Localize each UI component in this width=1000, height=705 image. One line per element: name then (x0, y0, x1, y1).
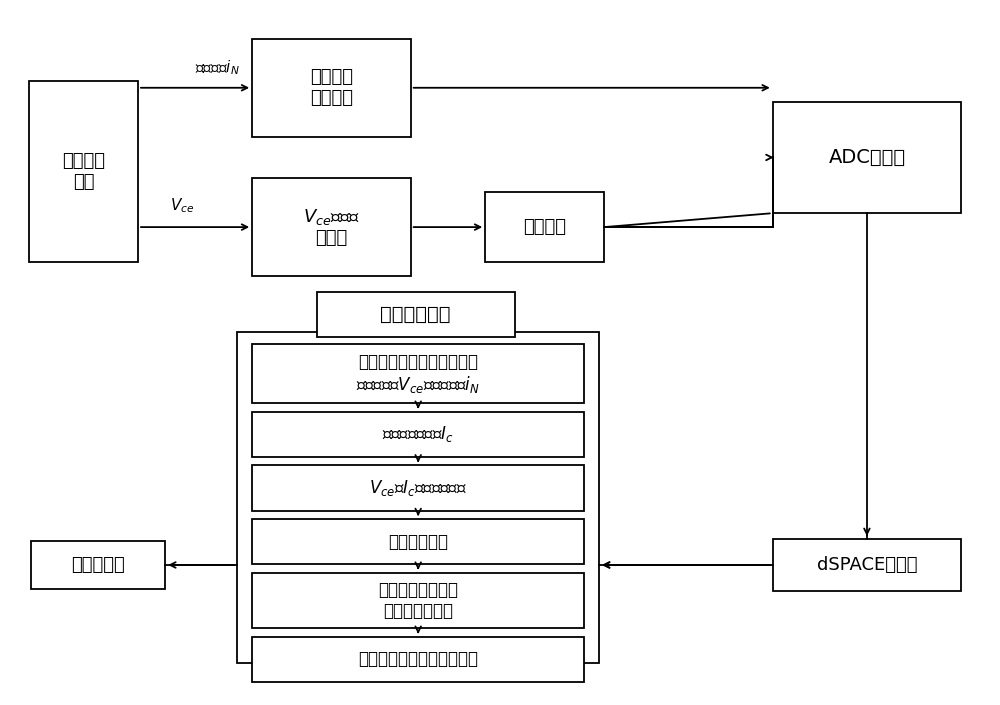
Bar (252, 465, 584, 510)
Bar (773, 539, 961, 591)
Text: $V_{ce}$: $V_{ce}$ (170, 196, 195, 214)
Text: 霍尔电流
采样电路: 霍尔电流 采样电路 (310, 68, 353, 107)
Text: 规避盲区电流: 规避盲区电流 (388, 533, 448, 551)
Bar (252, 178, 411, 276)
Bar (29, 81, 138, 262)
Text: 重构集电极电流$I_c$: 重构集电极电流$I_c$ (382, 424, 454, 444)
Bar (31, 541, 165, 589)
Bar (485, 192, 604, 262)
Bar (237, 331, 599, 663)
Text: ADC采样板: ADC采样板 (828, 148, 905, 167)
Bar (252, 572, 584, 628)
Text: dSPACE控制器: dSPACE控制器 (817, 556, 917, 574)
Bar (252, 519, 584, 564)
Text: 记录一个开关周期中待测器
件导通时的$V_{ce}$及网侧电流$i_N$: 记录一个开关周期中待测器 件导通时的$V_{ce}$及网侧电流$i_N$ (356, 352, 480, 395)
Text: 网侧电流$i_N$: 网侧电流$i_N$ (195, 59, 240, 78)
Text: 结温监测算法: 结温监测算法 (380, 305, 451, 324)
Bar (252, 412, 584, 457)
Bar (773, 102, 961, 213)
Text: 隔离电路: 隔离电路 (523, 218, 566, 236)
Text: 拟合出基波周期的结温曲线: 拟合出基波周期的结温曲线 (358, 651, 478, 668)
Bar (252, 637, 584, 682)
Text: 计算开关周期的结
温，去除无效值: 计算开关周期的结 温，去除无效值 (378, 581, 458, 620)
Bar (317, 292, 515, 337)
Bar (252, 39, 411, 137)
Text: 上位机显示: 上位机显示 (72, 556, 125, 574)
Bar (252, 344, 584, 403)
Text: $V_{ce}$在线监
测电路: $V_{ce}$在线监 测电路 (303, 207, 360, 247)
Text: $V_{ce}$、$I_c$参数滤波去噪: $V_{ce}$、$I_c$参数滤波去噪 (369, 478, 467, 498)
Text: 待测功率
器件: 待测功率 器件 (62, 152, 105, 191)
